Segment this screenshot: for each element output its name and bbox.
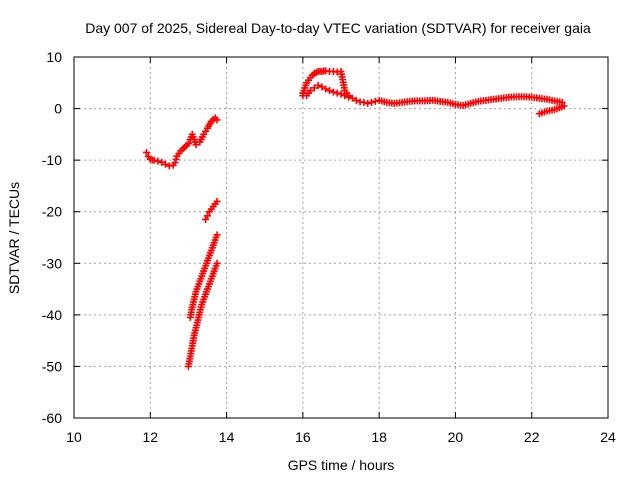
data-point bbox=[371, 97, 379, 105]
series-arc-5-lower bbox=[299, 81, 353, 101]
data-point bbox=[213, 116, 221, 124]
data-point bbox=[326, 87, 334, 95]
y-tick-label: -20 bbox=[42, 204, 62, 220]
series-arc-4 bbox=[184, 259, 221, 370]
x-tick-label: 18 bbox=[371, 429, 387, 445]
chart-title: Day 007 of 2025, Sidereal Day-to-day VTE… bbox=[85, 20, 591, 36]
data-point bbox=[306, 87, 314, 95]
x-axis-label: GPS time / hours bbox=[288, 457, 395, 473]
x-tick-label: 12 bbox=[142, 429, 158, 445]
data-point bbox=[341, 92, 349, 100]
x-tick-label: 22 bbox=[524, 429, 540, 445]
x-tick-label: 24 bbox=[600, 429, 616, 445]
data-point bbox=[154, 157, 162, 165]
data-point bbox=[310, 84, 318, 92]
data-point bbox=[213, 197, 221, 205]
data-point bbox=[172, 155, 180, 163]
data-point bbox=[171, 159, 179, 167]
data-point bbox=[535, 110, 543, 118]
x-tick-label: 14 bbox=[219, 429, 235, 445]
series-arc-1 bbox=[142, 114, 221, 170]
data-point bbox=[314, 81, 322, 89]
data-point bbox=[158, 158, 166, 166]
data-point bbox=[329, 88, 337, 96]
tick-labels: 10 12 14 16 18 20 22 24 10 0 -10 -20 -30 -40 -50 -60 bbox=[42, 49, 616, 445]
data-point bbox=[364, 99, 372, 107]
series-arc-3 bbox=[186, 231, 221, 321]
data-point bbox=[162, 160, 170, 168]
y-axis-label: SDTVAR / TECUs bbox=[6, 182, 22, 294]
x-tick-label: 10 bbox=[66, 429, 82, 445]
data-point bbox=[213, 231, 221, 239]
x-tick-label: 20 bbox=[448, 429, 464, 445]
y-tick-label: 0 bbox=[54, 101, 62, 117]
data-point bbox=[322, 85, 330, 93]
data-point bbox=[213, 259, 221, 267]
data-point bbox=[348, 94, 356, 102]
y-tick-label: -10 bbox=[42, 152, 62, 168]
data-point bbox=[192, 141, 200, 149]
data-point bbox=[318, 83, 326, 91]
y-tick-label: -40 bbox=[42, 307, 62, 323]
data-point bbox=[345, 93, 353, 101]
x-tick-label: 16 bbox=[295, 429, 311, 445]
data-point bbox=[360, 98, 368, 106]
grid-lines bbox=[74, 57, 608, 418]
data-point bbox=[150, 156, 158, 164]
y-tick-label: -50 bbox=[42, 358, 62, 374]
y-tick-label: 10 bbox=[46, 49, 62, 65]
data-point bbox=[337, 90, 345, 98]
data-point bbox=[204, 212, 211, 220]
data-point bbox=[333, 89, 341, 97]
series-arc-5 bbox=[299, 67, 568, 118]
plot-frame bbox=[73, 56, 609, 419]
data-points bbox=[142, 67, 568, 370]
data-point bbox=[142, 148, 150, 156]
data-point bbox=[184, 140, 192, 148]
y-tick-label: -60 bbox=[42, 410, 62, 426]
data-point bbox=[352, 96, 360, 104]
y-tick-label: -30 bbox=[42, 255, 62, 271]
axis-ticks bbox=[73, 56, 609, 419]
data-point bbox=[202, 215, 210, 223]
series-arc-2 bbox=[202, 197, 221, 223]
data-point bbox=[368, 98, 376, 106]
